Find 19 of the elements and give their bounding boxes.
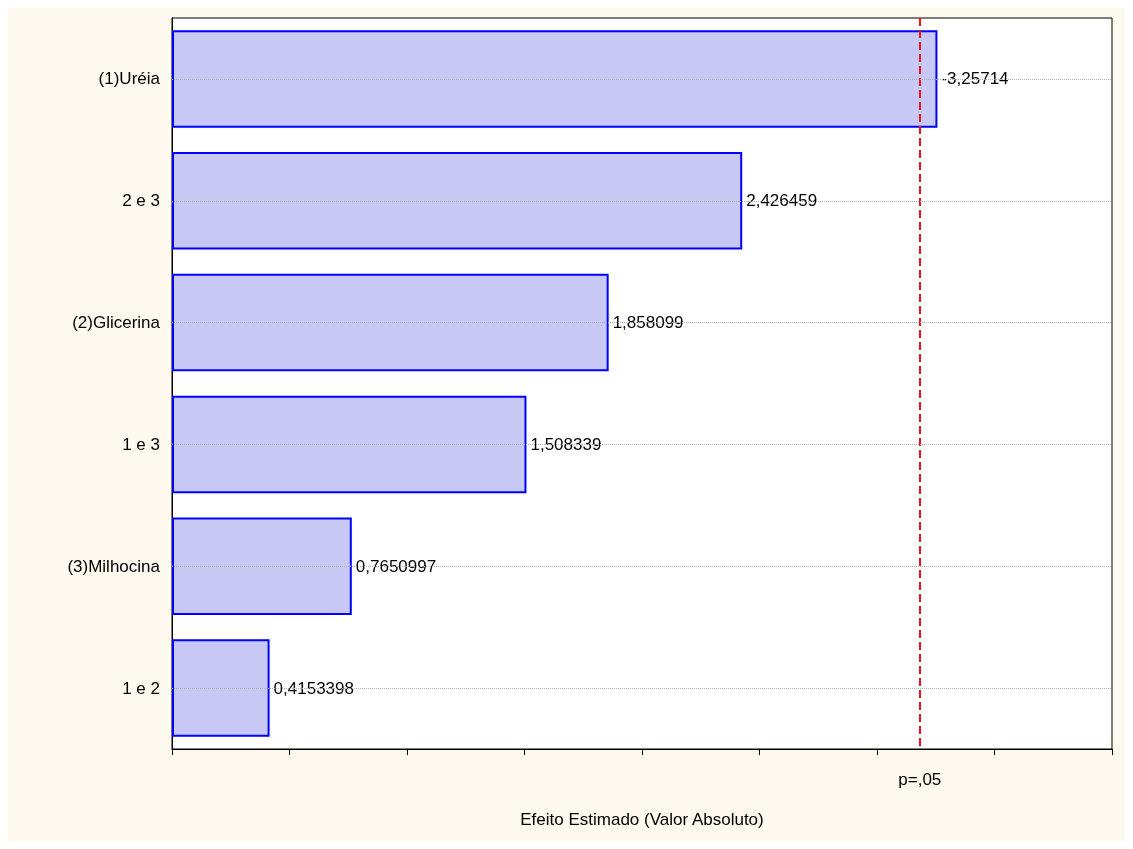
bar bbox=[172, 639, 270, 737]
data-label: 0,7650997 bbox=[355, 556, 437, 576]
data-label: 0,4153398 bbox=[273, 678, 354, 698]
ref-line-label: p=,05 bbox=[898, 770, 942, 789]
y-tick-label: 2 e 3 bbox=[122, 191, 160, 211]
y-tick-label: (1)Uréia bbox=[98, 69, 161, 89]
bar bbox=[172, 395, 527, 494]
data-label: -3,25714 bbox=[941, 69, 1009, 89]
bar bbox=[172, 30, 938, 128]
x-axis-title: Efeito Estimado (Valor Absoluto) bbox=[520, 810, 764, 829]
y-tick-label: (3)Milhocina bbox=[67, 556, 161, 576]
bar bbox=[172, 517, 352, 615]
y-tick-label: 1 e 2 bbox=[122, 678, 160, 698]
data-label: 1,508339 bbox=[530, 434, 602, 454]
bar bbox=[172, 273, 609, 372]
data-label: 2,426459 bbox=[746, 191, 818, 211]
y-tick-label: (2)Glicerina bbox=[72, 313, 161, 333]
y-tick-label: 1 e 3 bbox=[122, 434, 160, 454]
bar bbox=[172, 152, 743, 250]
